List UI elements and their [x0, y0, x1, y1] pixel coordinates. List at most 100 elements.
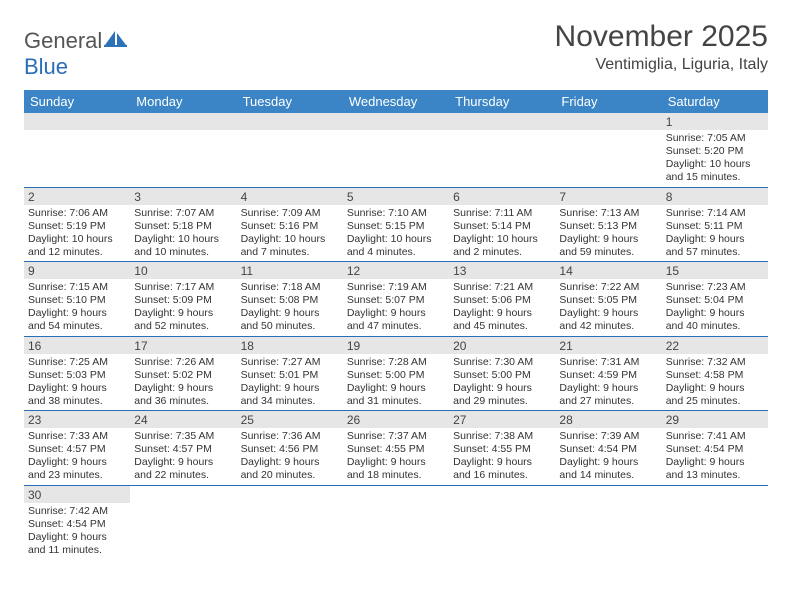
daylight-line: Daylight: 9 hours and 25 minutes.	[666, 382, 764, 408]
day-data: Sunrise: 7:37 AMSunset: 4:55 PMDaylight:…	[343, 428, 449, 485]
day-number: 12	[343, 262, 449, 279]
calendar-cell: 9Sunrise: 7:15 AMSunset: 5:10 PMDaylight…	[24, 262, 130, 337]
day-data: Sunrise: 7:17 AMSunset: 5:09 PMDaylight:…	[130, 279, 236, 336]
day-number: 3	[130, 188, 236, 205]
calendar-cell: 15Sunrise: 7:23 AMSunset: 5:04 PMDayligh…	[662, 262, 768, 337]
title-block: November 2025 Ventimiglia, Liguria, Ital…	[555, 20, 768, 74]
daylight-line: Daylight: 9 hours and 45 minutes.	[453, 307, 551, 333]
calendar-week: 30Sunrise: 7:42 AMSunset: 4:54 PMDayligh…	[24, 485, 768, 559]
daylight-line: Daylight: 9 hours and 36 minutes.	[134, 382, 232, 408]
location: Ventimiglia, Liguria, Italy	[555, 56, 768, 74]
sunset-line: Sunset: 5:18 PM	[134, 220, 232, 233]
daylight-line: Daylight: 9 hours and 38 minutes.	[28, 382, 126, 408]
sunset-line: Sunset: 4:59 PM	[559, 369, 657, 382]
weekday-header: Wednesday	[343, 90, 449, 113]
day-data: Sunrise: 7:36 AMSunset: 4:56 PMDaylight:…	[237, 428, 343, 485]
sunset-line: Sunset: 5:00 PM	[453, 369, 551, 382]
sunrise-line: Sunrise: 7:37 AM	[347, 430, 445, 443]
day-number: 25	[237, 411, 343, 428]
daylight-line: Daylight: 9 hours and 16 minutes.	[453, 456, 551, 482]
sunrise-line: Sunrise: 7:35 AM	[134, 430, 232, 443]
sunset-line: Sunset: 5:00 PM	[347, 369, 445, 382]
day-data: Sunrise: 7:26 AMSunset: 5:02 PMDaylight:…	[130, 354, 236, 411]
sunset-line: Sunset: 5:02 PM	[134, 369, 232, 382]
sunrise-line: Sunrise: 7:42 AM	[28, 505, 126, 518]
day-data: Sunrise: 7:31 AMSunset: 4:59 PMDaylight:…	[555, 354, 661, 411]
daylight-line: Daylight: 10 hours and 15 minutes.	[666, 158, 764, 184]
sunset-line: Sunset: 5:10 PM	[28, 294, 126, 307]
calendar-cell-empty	[130, 113, 236, 187]
day-number: 16	[24, 337, 130, 354]
day-data: Sunrise: 7:41 AMSunset: 4:54 PMDaylight:…	[662, 428, 768, 485]
daylight-line: Daylight: 10 hours and 2 minutes.	[453, 233, 551, 259]
calendar-cell: 6Sunrise: 7:11 AMSunset: 5:14 PMDaylight…	[449, 187, 555, 262]
daylight-line: Daylight: 9 hours and 40 minutes.	[666, 307, 764, 333]
day-number: 8	[662, 188, 768, 205]
day-number	[24, 113, 130, 130]
calendar-cell: 19Sunrise: 7:28 AMSunset: 5:00 PMDayligh…	[343, 336, 449, 411]
daylight-line: Daylight: 9 hours and 13 minutes.	[666, 456, 764, 482]
calendar-cell: 27Sunrise: 7:38 AMSunset: 4:55 PMDayligh…	[449, 411, 555, 486]
daylight-line: Daylight: 9 hours and 47 minutes.	[347, 307, 445, 333]
daylight-line: Daylight: 9 hours and 29 minutes.	[453, 382, 551, 408]
calendar-cell-empty	[555, 485, 661, 559]
sunrise-line: Sunrise: 7:25 AM	[28, 356, 126, 369]
sunrise-line: Sunrise: 7:31 AM	[559, 356, 657, 369]
calendar-cell: 8Sunrise: 7:14 AMSunset: 5:11 PMDaylight…	[662, 187, 768, 262]
sunset-line: Sunset: 4:58 PM	[666, 369, 764, 382]
day-number	[130, 113, 236, 130]
sunrise-line: Sunrise: 7:39 AM	[559, 430, 657, 443]
daylight-line: Daylight: 9 hours and 31 minutes.	[347, 382, 445, 408]
sunrise-line: Sunrise: 7:10 AM	[347, 207, 445, 220]
logo-text: GeneralBlue	[24, 28, 128, 80]
day-data: Sunrise: 7:30 AMSunset: 5:00 PMDaylight:…	[449, 354, 555, 411]
calendar-table: SundayMondayTuesdayWednesdayThursdayFrid…	[24, 90, 768, 559]
sunrise-line: Sunrise: 7:27 AM	[241, 356, 339, 369]
logo-general: General	[24, 28, 102, 53]
sunset-line: Sunset: 5:01 PM	[241, 369, 339, 382]
day-number: 19	[343, 337, 449, 354]
sunset-line: Sunset: 4:54 PM	[28, 518, 126, 531]
calendar-cell: 13Sunrise: 7:21 AMSunset: 5:06 PMDayligh…	[449, 262, 555, 337]
calendar-cell-empty	[343, 113, 449, 187]
sunset-line: Sunset: 5:04 PM	[666, 294, 764, 307]
sunrise-line: Sunrise: 7:15 AM	[28, 281, 126, 294]
daylight-line: Daylight: 10 hours and 10 minutes.	[134, 233, 232, 259]
weekday-header: Saturday	[662, 90, 768, 113]
calendar-cell: 26Sunrise: 7:37 AMSunset: 4:55 PMDayligh…	[343, 411, 449, 486]
calendar-week: 2Sunrise: 7:06 AMSunset: 5:19 PMDaylight…	[24, 187, 768, 262]
daylight-line: Daylight: 9 hours and 20 minutes.	[241, 456, 339, 482]
daylight-line: Daylight: 9 hours and 50 minutes.	[241, 307, 339, 333]
sunrise-line: Sunrise: 7:07 AM	[134, 207, 232, 220]
day-data: Sunrise: 7:38 AMSunset: 4:55 PMDaylight:…	[449, 428, 555, 485]
calendar-cell: 28Sunrise: 7:39 AMSunset: 4:54 PMDayligh…	[555, 411, 661, 486]
calendar-cell: 20Sunrise: 7:30 AMSunset: 5:00 PMDayligh…	[449, 336, 555, 411]
logo-blue: Blue	[24, 54, 68, 79]
day-number: 17	[130, 337, 236, 354]
sunset-line: Sunset: 5:09 PM	[134, 294, 232, 307]
daylight-line: Daylight: 9 hours and 14 minutes.	[559, 456, 657, 482]
calendar-cell-empty	[449, 485, 555, 559]
sunset-line: Sunset: 5:15 PM	[347, 220, 445, 233]
day-data: Sunrise: 7:18 AMSunset: 5:08 PMDaylight:…	[237, 279, 343, 336]
calendar-cell: 22Sunrise: 7:32 AMSunset: 4:58 PMDayligh…	[662, 336, 768, 411]
calendar-cell: 25Sunrise: 7:36 AMSunset: 4:56 PMDayligh…	[237, 411, 343, 486]
calendar-cell: 29Sunrise: 7:41 AMSunset: 4:54 PMDayligh…	[662, 411, 768, 486]
header: GeneralBlue November 2025 Ventimiglia, L…	[24, 20, 768, 80]
calendar-cell: 3 Sunrise: 7:07 AMSunset: 5:18 PMDaylight…	[130, 187, 236, 262]
sunset-line: Sunset: 4:57 PM	[134, 443, 232, 456]
daylight-line: Daylight: 9 hours and 34 minutes.	[241, 382, 339, 408]
sunset-line: Sunset: 5:14 PM	[453, 220, 551, 233]
daylight-line: Daylight: 9 hours and 57 minutes.	[666, 233, 764, 259]
weekday-header: Sunday	[24, 90, 130, 113]
day-data: Sunrise: 7:28 AMSunset: 5:00 PMDaylight:…	[343, 354, 449, 411]
day-data: Sunrise: 7:39 AMSunset: 4:54 PMDaylight:…	[555, 428, 661, 485]
calendar-cell: 12Sunrise: 7:19 AMSunset: 5:07 PMDayligh…	[343, 262, 449, 337]
calendar-cell: 5Sunrise: 7:10 AMSunset: 5:15 PMDaylight…	[343, 187, 449, 262]
sunset-line: Sunset: 5:07 PM	[347, 294, 445, 307]
sunrise-line: Sunrise: 7:41 AM	[666, 430, 764, 443]
calendar-cell-empty	[237, 485, 343, 559]
calendar-body: 1Sunrise: 7:05 AMSunset: 5:20 PMDaylight…	[24, 113, 768, 559]
day-number: 20	[449, 337, 555, 354]
daylight-line: Daylight: 9 hours and 18 minutes.	[347, 456, 445, 482]
